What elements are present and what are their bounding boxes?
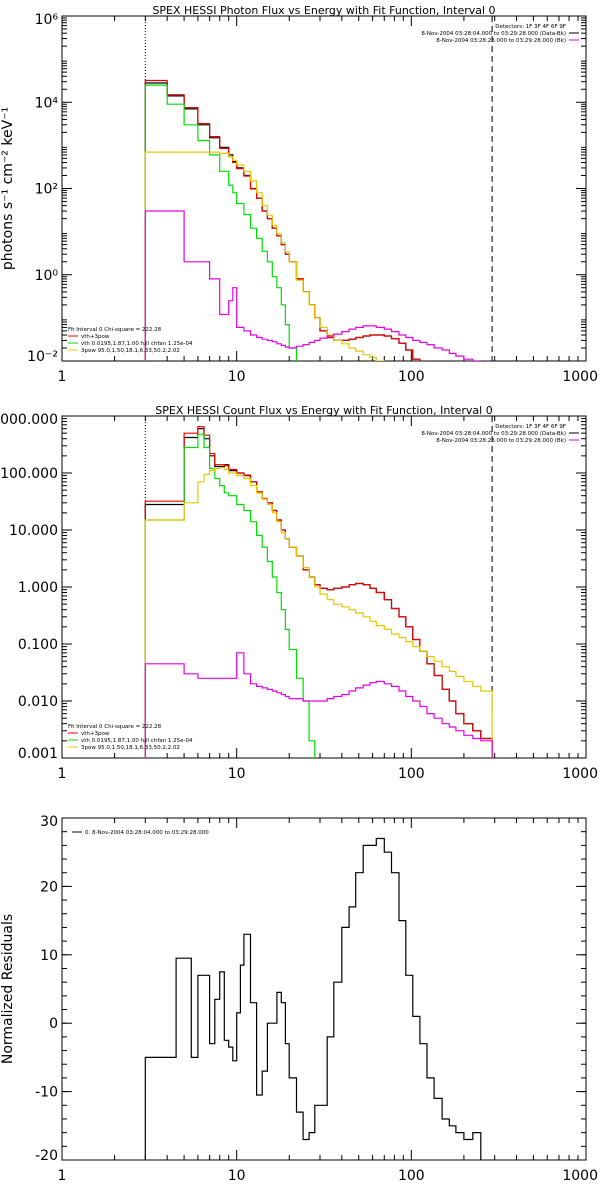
- plot-frame: [61, 15, 587, 362]
- y-tick-label: 10: [40, 948, 58, 964]
- legend-entry: 8-Nov-2004 03:28:04.000 to 03:29:28.000 …: [421, 31, 566, 37]
- legend-entry: vth 0.0195,1.87,1.00 full chfan 1.25e-04: [81, 341, 193, 347]
- y-tick-label: 0.001: [18, 746, 58, 762]
- x-tick-label: 1: [58, 766, 67, 782]
- y-tick-label: 10⁻²: [27, 349, 58, 365]
- y-tick-label: 0.010: [18, 694, 58, 710]
- y-tick-label: 0: [49, 1016, 58, 1032]
- residuals-panel: 1 10 100 1000 -20 -10 0 10 20 30 Normalized Residu…: [0, 814, 598, 1184]
- x-tick-label: 100: [398, 1168, 425, 1184]
- legend-entry: vth+3pow: [81, 334, 110, 340]
- legend-entry: 3pow 95.0,1.50,18.1,6.33,50.2,2.02: [81, 745, 180, 751]
- photon-flux-panel: SPEX HESSI Photon Flux vs Energy with Fi…: [0, 4, 598, 385]
- series-line-4: [144, 652, 493, 758]
- series-line-3: [144, 466, 493, 758]
- y-axis-label: photons s⁻¹ cm⁻² keV⁻¹: [0, 107, 16, 270]
- series-line-2: [144, 84, 298, 361]
- x-tick-label: 1: [58, 1168, 67, 1184]
- y-tick-label: -20: [35, 1148, 58, 1164]
- legend-entry: Fit Interval 0 Chi-square = 222.28: [68, 327, 162, 333]
- y-tick-label: 100.000: [0, 466, 58, 482]
- plot-frame: [61, 415, 587, 759]
- series-line-1: [144, 426, 493, 758]
- y-tick-label: 10.000: [9, 523, 58, 539]
- legend-entry: vth+3pow: [81, 731, 110, 737]
- y-tick-label: 1.000: [18, 580, 58, 596]
- x-tick-label: 1000: [562, 369, 598, 385]
- series-line-3: [144, 151, 385, 361]
- legend-entry: 8-Nov-2004 03:28:28.000 to 03:29:28.000 …: [436, 38, 566, 44]
- legend-entry: vth 0.0195,1.87,1.00 full chfan 1.25e-04: [81, 738, 193, 744]
- x-tick-label: 10: [228, 369, 246, 385]
- plot-frame: [61, 817, 587, 1161]
- x-tick-label: 100: [398, 766, 425, 782]
- count-flux-panel: SPEX HESSI Count Flux vs Energy with Fit…: [0, 404, 598, 782]
- x-tick-label: 1000: [562, 1168, 598, 1184]
- legend-entry: Detectors: 1F 3F 4F 6F 9F: [495, 24, 566, 30]
- legend-entry: 0. 8-Nov-2004 03:28:04.000 to 03:29:28.0…: [85, 830, 209, 836]
- x-tick-label: 10: [228, 766, 246, 782]
- legend-entry: 3pow 95.0,1.50,18.1,6.33,50.2,2.02: [81, 348, 180, 354]
- series-line-0: [144, 837, 482, 1160]
- y-tick-label: 10⁶: [35, 12, 59, 28]
- series-line-1: [144, 79, 421, 361]
- x-tick-label: 100: [398, 369, 425, 385]
- y-tick-label: 30: [40, 814, 58, 830]
- y-axis-label: Normalized Residuals: [0, 914, 16, 1064]
- x-tick-label: 1: [58, 369, 67, 385]
- series-line-2: [144, 433, 316, 758]
- chart-title: SPEX HESSI Count Flux vs Energy with Fit…: [155, 404, 492, 417]
- legend-entry: 8-Nov-2004 03:28:04.000 to 03:29:28.000 …: [421, 431, 566, 437]
- chart-title: SPEX HESSI Photon Flux vs Energy with Fi…: [152, 4, 495, 17]
- y-tick-label: 10⁰: [35, 268, 59, 284]
- legend-entry: Fit Interval 0 Chi-square = 222.28: [68, 724, 162, 730]
- y-tick-label: 1000.000: [0, 412, 58, 428]
- legend-entry: 8-Nov-2004 03:28:28.000 to 03:29:28.000 …: [436, 438, 566, 444]
- legend-entry: Detectors: 1F 3F 4F 6F 9F: [495, 424, 566, 430]
- series-line-4: [144, 210, 482, 361]
- y-tick-label: 10²: [35, 182, 58, 198]
- y-tick-label: 20: [40, 879, 58, 895]
- y-tick-label: 10⁴: [35, 95, 59, 111]
- y-tick-label: 0.100: [18, 637, 58, 653]
- x-tick-label: 10: [228, 1168, 246, 1184]
- series-line-0: [144, 428, 493, 758]
- x-tick-label: 1000: [562, 766, 598, 782]
- y-tick-label: -10: [35, 1085, 58, 1101]
